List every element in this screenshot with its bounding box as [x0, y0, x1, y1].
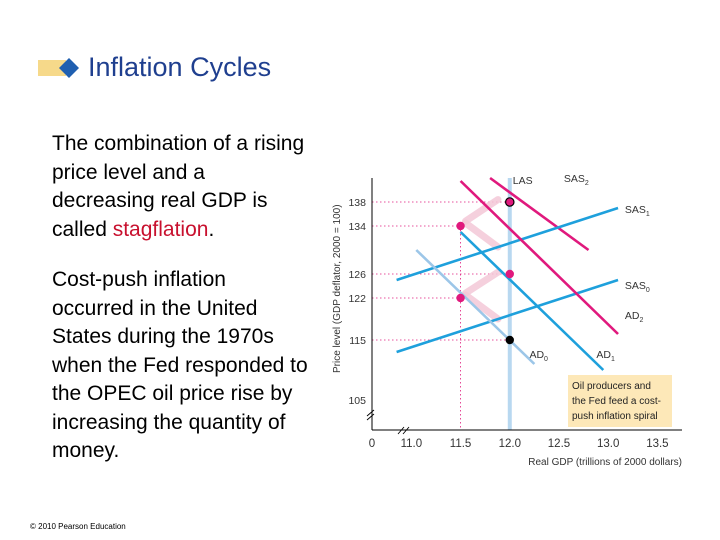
- curve-ad1: [459, 231, 605, 371]
- y-tick-label: 105: [348, 395, 366, 407]
- y-tick-label: 134: [348, 221, 366, 233]
- annotation-line: push inflation spiral: [572, 411, 658, 422]
- x-tick-label: 11.0: [401, 438, 423, 450]
- para1-text: The combination of a rising price level …: [52, 132, 305, 241]
- origin-label: 0: [369, 438, 375, 450]
- curve-label-sas0: SAS0: [625, 280, 650, 294]
- title-decoration-icon: [38, 58, 79, 78]
- equilibrium-point-4: [505, 335, 514, 345]
- equilibrium-point-0: [504, 197, 515, 207]
- annotation-line: the Fed feed a cost-: [572, 396, 661, 407]
- para1-end: .: [208, 217, 215, 241]
- spiral-arrow-1: [461, 219, 502, 251]
- curve-label-ad1: AD1: [596, 349, 615, 363]
- y-tick-label: 138: [348, 197, 366, 209]
- annotation-line: Oil producers and: [572, 381, 651, 392]
- curve-ad0: [415, 249, 536, 365]
- curve-sas2: [489, 176, 590, 252]
- y-tick-label: 122: [348, 293, 366, 305]
- stagflation-paragraph: The combination of a rising price level …: [52, 130, 310, 244]
- curve-sas0: [396, 278, 619, 354]
- y-axis-label: Price level (GDP deflator, 2000 = 100): [332, 204, 343, 373]
- x-tick-label: 11.5: [450, 438, 472, 450]
- curve-ad2: [459, 180, 619, 335]
- equilibrium-point-3: [456, 293, 465, 303]
- annotation-box: [568, 375, 672, 427]
- copyright-footer: © 2010 Pearson Education: [30, 522, 126, 531]
- x-tick-label: 13.5: [646, 438, 668, 450]
- spiral-arrow-2: [461, 268, 502, 297]
- y-tick-label: 126: [348, 269, 366, 281]
- slide-title: Inflation Cycles: [88, 52, 272, 82]
- curve-label-sas2: SAS2: [564, 173, 589, 187]
- x-tick-label: 13.0: [597, 438, 619, 450]
- curve-sas1: [396, 206, 619, 282]
- y-tick-label: 115: [349, 335, 366, 347]
- x-axis-label: Real GDP (trillions of 2000 dollars): [528, 457, 682, 468]
- spiral-arrow-0: [461, 196, 502, 225]
- x-axis-break-icon: [397, 426, 410, 435]
- cost-push-paragraph: Cost-push inflation occurred in the Unit…: [52, 268, 308, 462]
- curve-label-ad0: AD0: [529, 349, 548, 363]
- spiral-arrow-3: [461, 291, 502, 323]
- cost-push-spiral-chart: SAS2 SAS1 SAS0 AD2 AD1 AD0 LAS 105 115 122 126 134 1…: [332, 173, 682, 468]
- x-tick-label: 12.5: [548, 438, 570, 450]
- x-tick-label: 12.0: [499, 438, 521, 450]
- curve-label-ad2: AD2: [625, 310, 644, 324]
- curve-label-sas1: SAS1: [625, 204, 650, 218]
- equilibrium-point-2: [505, 269, 514, 279]
- equilibrium-point-1: [456, 221, 465, 231]
- stagflation-term: stagflation: [112, 217, 209, 241]
- y-axis-break-icon: [366, 409, 375, 421]
- las-label: LAS: [513, 175, 533, 187]
